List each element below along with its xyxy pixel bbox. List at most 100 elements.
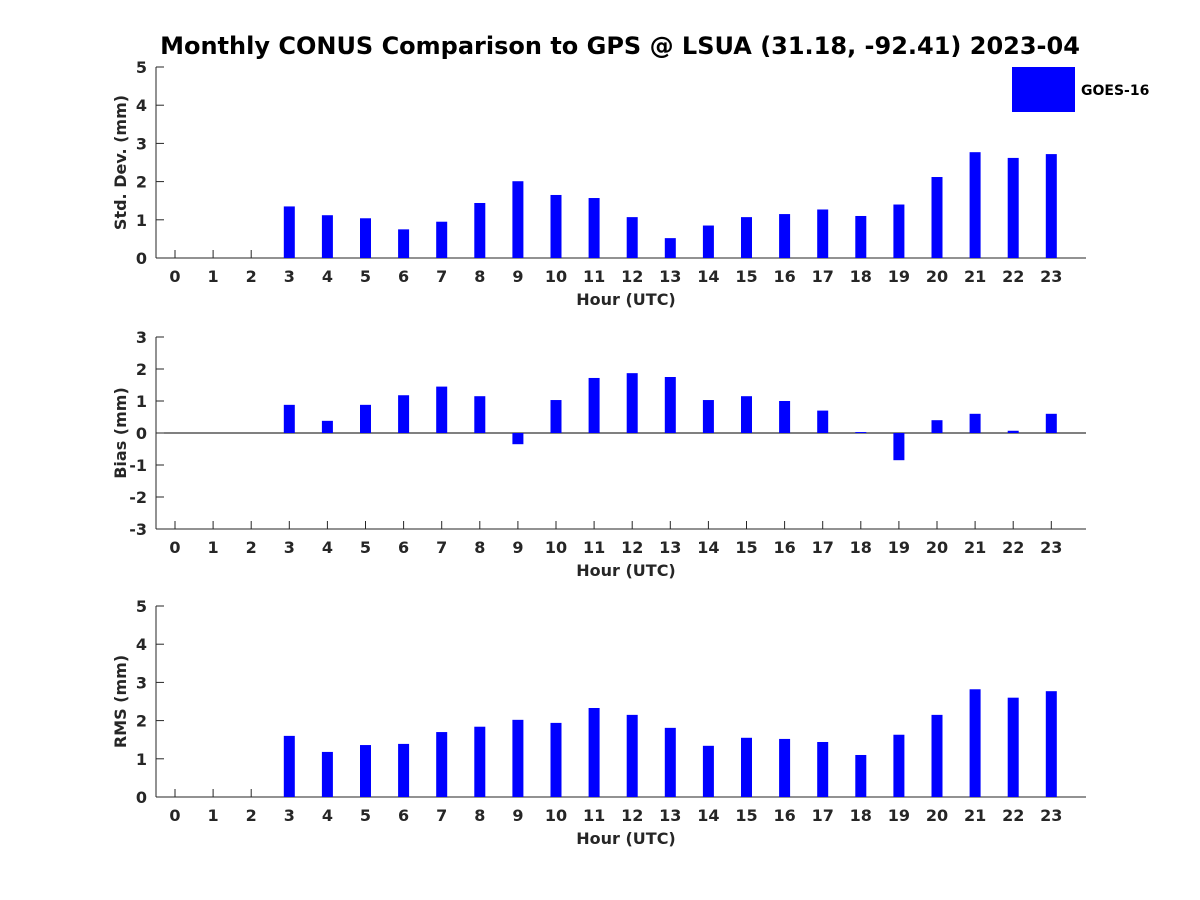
bias-bar [855, 432, 867, 434]
bias-bar [283, 404, 295, 433]
std-dev-x-tick-label: 22 [1002, 267, 1024, 286]
rms-bar [1007, 697, 1019, 797]
bias-y-axis-label: Bias (mm) [111, 387, 130, 479]
bias-x-tick-label: 15 [735, 538, 757, 557]
std-dev-bar [664, 238, 676, 258]
bias-x-tick-label: 4 [322, 538, 333, 557]
rms-bar [512, 719, 524, 797]
bias-bar [626, 373, 638, 433]
bias-bar [779, 401, 791, 433]
std-dev-x-tick-label: 9 [512, 267, 523, 286]
std-dev-x-tick-label: 5 [360, 267, 371, 286]
bias-bar [817, 410, 829, 433]
rms-bar [969, 689, 981, 797]
bias-bar [588, 377, 600, 433]
bias-x-tick-label: 3 [284, 538, 295, 557]
bias-x-tick-label: 17 [812, 538, 834, 557]
std-dev-bar [283, 206, 295, 258]
bias-bar [321, 420, 333, 433]
bias-bar [550, 400, 562, 433]
rms-bar [360, 745, 371, 797]
std-dev-x-tick-label: 16 [773, 267, 795, 286]
std-dev-x-tick-label: 12 [621, 267, 643, 286]
std-dev-y-tick-label: 0 [136, 249, 147, 268]
bias-bar [702, 400, 714, 433]
rms-x-tick-label: 17 [812, 806, 834, 825]
rms-bar [436, 732, 448, 797]
rms-bar [931, 714, 943, 797]
rms-x-tick-label: 18 [850, 806, 872, 825]
std-dev-bar [474, 202, 486, 258]
bias-bar [360, 404, 371, 433]
legend-swatch [1012, 67, 1075, 112]
std-dev-bar [779, 214, 791, 258]
rms-y-axis-label: RMS (mm) [111, 655, 130, 748]
rms-y-tick-label: 5 [136, 597, 147, 616]
bias-x-tick-label: 12 [621, 538, 643, 557]
std-dev-bar [550, 194, 562, 258]
rms-x-tick-label: 3 [284, 806, 295, 825]
bias-x-tick-label: 21 [964, 538, 986, 557]
std-dev-x-tick-label: 20 [926, 267, 948, 286]
bias-bar [893, 433, 905, 461]
rms-bar [702, 745, 714, 797]
rms-bar [817, 741, 829, 797]
rms-x-tick-label: 19 [888, 806, 910, 825]
bias-bar [1045, 413, 1057, 433]
std-dev-y-tick-label: 3 [136, 134, 147, 153]
std-dev-x-tick-label: 8 [474, 267, 485, 286]
bias-bar [436, 386, 448, 433]
rms-x-tick-label: 21 [964, 806, 986, 825]
bias-y-tick-label: -3 [129, 520, 147, 539]
rms-y-tick-label: 1 [136, 750, 147, 769]
rms-x-tick-label: 6 [398, 806, 409, 825]
bias-x-tick-label: 2 [246, 538, 257, 557]
std-dev-bar [702, 225, 714, 258]
bias-x-tick-label: 20 [926, 538, 948, 557]
rms-bar [664, 727, 676, 797]
chart-title: Monthly CONUS Comparison to GPS @ LSUA (… [160, 32, 1080, 60]
std-dev-bar [360, 218, 371, 258]
std-dev-x-tick-label: 6 [398, 267, 409, 286]
std-dev-x-tick-label: 13 [659, 267, 681, 286]
rms-bar [626, 714, 638, 797]
bias-x-tick-label: 22 [1002, 538, 1024, 557]
rms-x-tick-label: 5 [360, 806, 371, 825]
rms-x-tick-label: 2 [246, 806, 257, 825]
rms-x-tick-label: 10 [545, 806, 567, 825]
bias-x-tick-label: 1 [208, 538, 219, 557]
bias-x-tick-label: 5 [360, 538, 371, 557]
rms-y-tick-label: 4 [136, 635, 147, 654]
rms-x-tick-label: 23 [1040, 806, 1062, 825]
rms-x-tick-label: 0 [169, 806, 180, 825]
std-dev-x-tick-label: 14 [697, 267, 719, 286]
rms-x-tick-label: 11 [583, 806, 605, 825]
bias-y-tick-label: 0 [136, 424, 147, 443]
bias-bar [931, 420, 943, 433]
bias-x-tick-label: 13 [659, 538, 681, 557]
std-dev-bar [931, 177, 943, 258]
bias-x-axis-label: Hour (UTC) [576, 561, 676, 580]
std-dev-y-axis-label: Std. Dev. (mm) [111, 95, 130, 230]
std-dev-x-tick-label: 21 [964, 267, 986, 286]
std-dev-bar [817, 209, 829, 258]
std-dev-bar [626, 217, 638, 258]
std-dev-x-tick-label: 17 [812, 267, 834, 286]
std-dev-y-tick-label: 2 [136, 173, 147, 192]
rms-x-tick-label: 14 [697, 806, 719, 825]
bias-x-tick-label: 11 [583, 538, 605, 557]
rms-bar [398, 743, 410, 797]
bias-y-tick-label: 1 [136, 392, 147, 411]
rms-bar [321, 751, 333, 797]
bias-y-tick-label: -1 [129, 456, 147, 475]
std-dev-bar [741, 217, 752, 258]
rms-x-tick-label: 22 [1002, 806, 1024, 825]
bias-bar [398, 395, 410, 433]
bias-x-tick-label: 16 [773, 538, 795, 557]
std-dev-y-tick-label: 4 [136, 96, 147, 115]
bias-bar [1007, 430, 1019, 433]
bias-x-tick-label: 23 [1040, 538, 1062, 557]
bias-x-tick-label: 8 [474, 538, 485, 557]
legend: GOES-16 [1012, 67, 1149, 112]
